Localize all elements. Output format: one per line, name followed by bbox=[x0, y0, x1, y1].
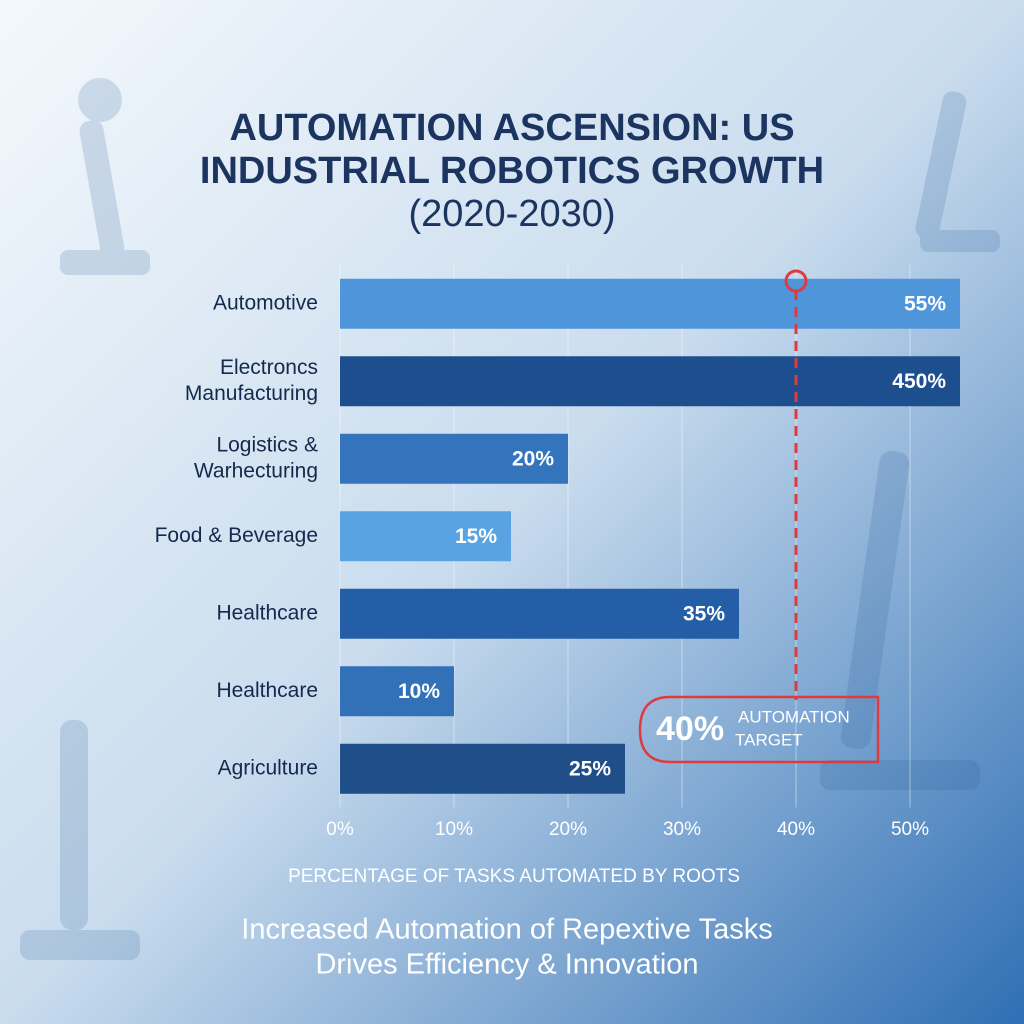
x-tick-label: 20% bbox=[549, 819, 587, 840]
data-label: 20% bbox=[512, 447, 554, 470]
category-label: Manufacturing bbox=[185, 382, 318, 405]
robot-decoration bbox=[20, 78, 1000, 960]
x-tick-label: 10% bbox=[435, 819, 473, 840]
caption: Increased Automation of Repextive Tasks bbox=[241, 914, 772, 946]
category-label: Agriculture bbox=[218, 756, 318, 779]
bar bbox=[340, 278, 960, 329]
data-label: 35% bbox=[683, 602, 725, 625]
chart-title: INDUSTRIAL ROBOTICS GROWTH bbox=[200, 150, 824, 192]
bar bbox=[340, 743, 625, 794]
category-label: Logistics & bbox=[216, 433, 318, 456]
category-label: Warhecturing bbox=[194, 459, 318, 482]
chart-title: AUTOMATION ASCENSION: US bbox=[229, 107, 794, 149]
target-text: AUTOMATION bbox=[738, 707, 850, 726]
category-label: Food & Beverage bbox=[155, 524, 318, 547]
target-value: 40% bbox=[656, 710, 724, 748]
target-box bbox=[638, 695, 880, 764]
target-text: TARGET bbox=[735, 730, 803, 749]
bar bbox=[340, 356, 960, 407]
x-tick-label: 40% bbox=[777, 819, 815, 840]
data-label: 15% bbox=[455, 525, 497, 548]
x-tick-label: 0% bbox=[326, 819, 354, 840]
x-axis-label: PERCENTAGE OF TASKS AUTOMATED BY ROOTS bbox=[288, 866, 740, 887]
plot-area bbox=[340, 278, 960, 794]
category-label: Electroncs bbox=[220, 356, 318, 379]
caption: Drives Efficiency & Innovation bbox=[315, 949, 698, 981]
data-label: 450% bbox=[892, 370, 946, 393]
chart-title: (2020-2030) bbox=[408, 193, 615, 235]
bar bbox=[340, 588, 739, 639]
data-label: 25% bbox=[569, 757, 611, 780]
x-tick-label: 50% bbox=[891, 819, 929, 840]
target-marker bbox=[784, 269, 808, 293]
category-label: Healthcare bbox=[216, 601, 318, 624]
bar bbox=[340, 433, 568, 484]
bar bbox=[340, 511, 511, 562]
data-label: 55% bbox=[904, 292, 946, 315]
category-label: Automotive bbox=[213, 291, 318, 314]
category-label: Healthcare bbox=[216, 679, 318, 702]
x-tick-label: 30% bbox=[663, 819, 701, 840]
bar bbox=[340, 666, 454, 717]
data-label: 10% bbox=[398, 680, 440, 703]
